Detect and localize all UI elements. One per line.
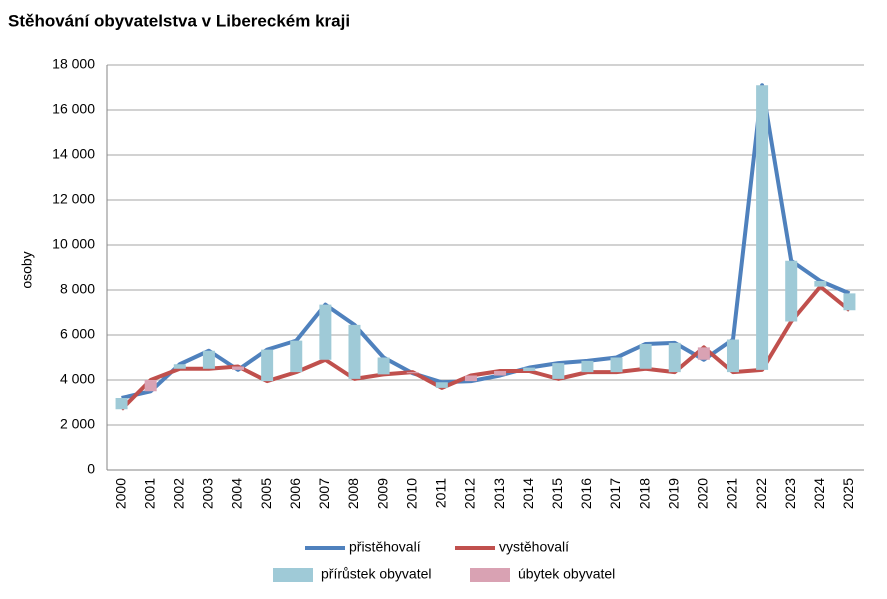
x-tick-label: 2014 [520,478,536,509]
x-tick-label: 2015 [549,478,565,509]
up-bar [173,364,186,369]
x-tick-label: 2021 [724,478,740,509]
up-bar [115,398,128,410]
x-tick-label: 2022 [753,478,769,509]
down-bar [464,375,477,382]
legend-label: vystěhovalí [499,539,569,555]
up-bar [726,339,739,373]
x-tick-label: 2025 [840,478,856,509]
x-tick-label: 2000 [112,478,128,509]
y-tick-label: 6 000 [60,326,95,342]
legend-swatch [470,568,510,582]
x-tick-label: 2012 [462,478,478,509]
y-tick-label: 18 000 [52,56,95,72]
up-bar [785,260,798,322]
x-tick-label: 2005 [258,478,274,509]
x-tick-label: 2006 [287,478,303,509]
down-bar [144,380,157,392]
y-tick-label: 2 000 [60,416,95,432]
x-tick-label: 2004 [229,478,245,509]
y-tick-label: 4 000 [60,371,95,387]
up-bar [756,85,769,370]
up-bar [435,382,448,388]
x-tick-label: 2018 [636,478,652,509]
legend-label: přírůstek obyvatel [321,566,432,582]
y-tick-label: 0 [87,461,95,477]
up-bar [581,360,594,373]
y-tick-label: 14 000 [52,146,95,162]
down-bar [697,347,710,360]
x-tick-label: 2016 [578,478,594,509]
down-bar [406,372,419,374]
up-bar [843,293,856,311]
up-bar [319,304,332,360]
x-tick-label: 2001 [141,478,157,509]
down-bar [232,366,245,370]
down-bar [494,371,507,376]
up-bar [523,367,536,371]
x-tick-label: 2024 [811,478,827,509]
x-tick-label: 2019 [665,478,681,509]
up-bar [348,324,361,379]
legend-swatch [273,568,313,582]
x-tick-label: 2002 [170,478,186,509]
up-bar [814,281,827,287]
x-tick-label: 2008 [345,478,361,509]
y-axis-label: osoby [19,251,35,288]
up-bar [610,357,623,373]
up-bar [639,344,652,369]
x-tick-label: 2009 [374,478,390,509]
up-bar [290,340,303,373]
up-bar [377,357,390,375]
y-tick-label: 12 000 [52,191,95,207]
y-tick-label: 8 000 [60,281,95,297]
x-tick-label: 2011 [433,478,449,508]
y-tick-label: 16 000 [52,101,95,117]
up-bar [668,342,681,373]
x-tick-label: 2020 [695,478,711,509]
up-bar [261,349,274,382]
up-bar [202,350,215,369]
chart-title: Stěhování obyvatelstva v Libereckém kraj… [8,11,350,30]
x-tick-label: 2013 [491,478,507,509]
x-tick-label: 2010 [403,478,419,509]
y-tick-label: 10 000 [52,236,95,252]
up-bar [552,363,565,379]
legend-label: přistěhovalí [349,539,421,555]
x-tick-label: 2023 [782,478,798,509]
x-tick-label: 2017 [607,478,623,509]
x-tick-label: 2003 [200,478,216,509]
x-tick-label: 2007 [316,478,332,509]
legend-label: úbytek obyvatel [518,566,615,582]
